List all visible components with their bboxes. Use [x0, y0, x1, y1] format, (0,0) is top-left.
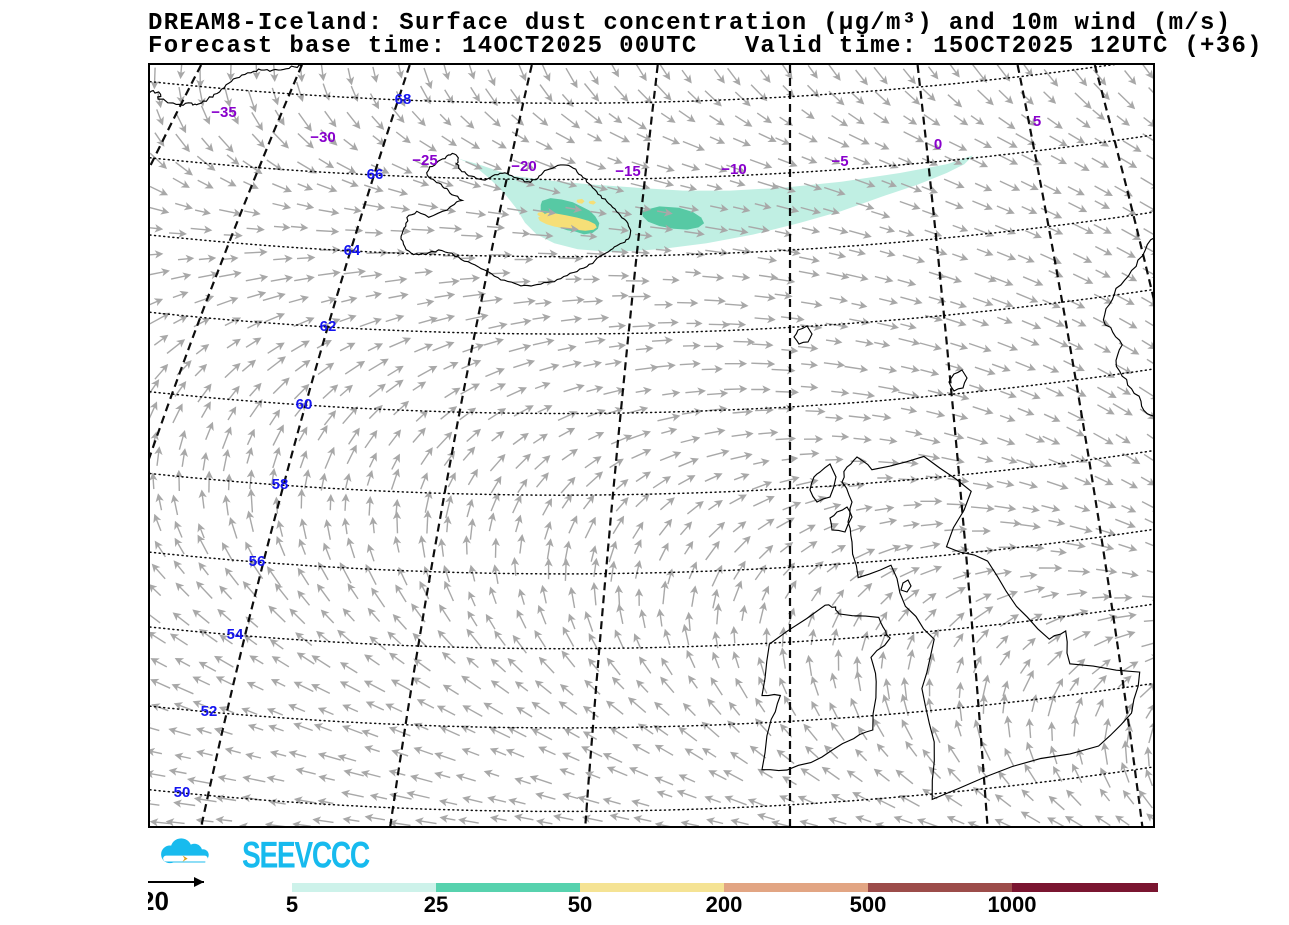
svg-text:5: 5: [286, 892, 298, 917]
svg-text:−15: −15: [615, 163, 640, 180]
svg-text:54: 54: [227, 626, 244, 643]
svg-text:−30: −30: [310, 129, 335, 146]
svg-text:25: 25: [424, 892, 448, 917]
svg-text:−20: −20: [511, 158, 536, 175]
svg-text:200: 200: [706, 892, 743, 917]
svg-text:−35: −35: [211, 104, 236, 121]
svg-text:5: 5: [1033, 113, 1041, 130]
svg-text:64: 64: [344, 242, 361, 259]
svg-text:66: 66: [367, 166, 384, 183]
svg-text:62: 62: [320, 318, 337, 335]
svg-text:60: 60: [296, 396, 313, 413]
svg-text:58: 58: [272, 476, 289, 493]
svg-text:56: 56: [249, 553, 266, 570]
svg-text:52: 52: [201, 703, 218, 720]
svg-text:50: 50: [174, 784, 191, 801]
svg-text:50: 50: [568, 892, 592, 917]
svg-text:500: 500: [850, 892, 887, 917]
svg-text:0: 0: [934, 136, 942, 153]
svg-text:20: 20: [148, 886, 169, 916]
svg-text:−5: −5: [831, 153, 848, 170]
svg-text:1000: 1000: [988, 892, 1037, 917]
svg-text:−10: −10: [721, 161, 746, 178]
svg-text:68: 68: [395, 91, 412, 108]
svg-text:−25: −25: [412, 152, 437, 169]
